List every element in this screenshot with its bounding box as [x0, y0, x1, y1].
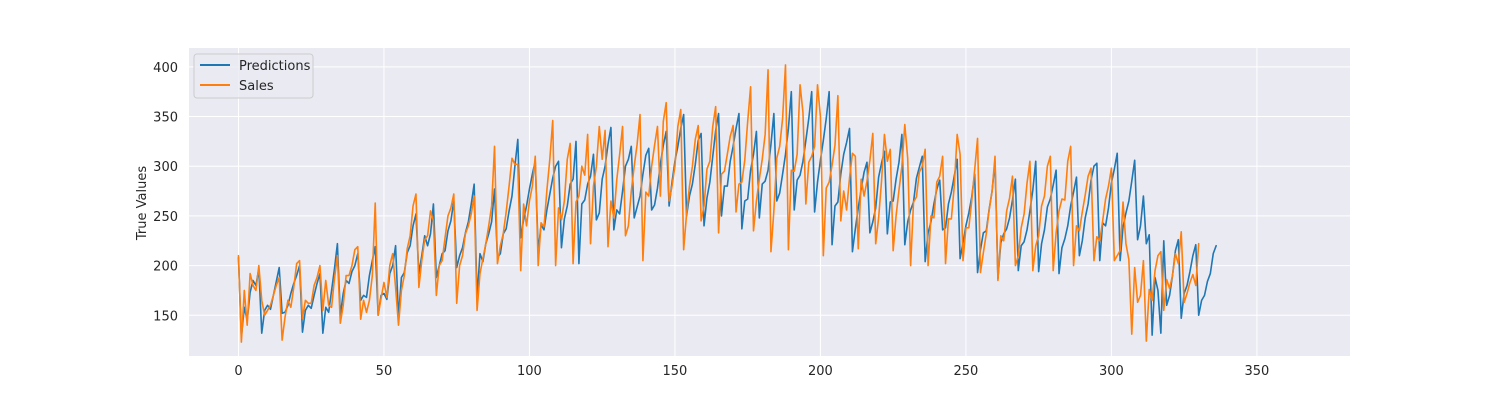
legend-label-sales: Sales — [239, 79, 274, 94]
x-tick-label: 50 — [376, 364, 393, 379]
x-tick-label: 200 — [808, 364, 833, 379]
series-line-sales — [237, 64, 1200, 343]
x-tick-label: 250 — [953, 364, 978, 379]
y-tick-label: 150 — [153, 309, 178, 324]
y-tick-label: 250 — [153, 210, 178, 225]
x-tick-label: 0 — [234, 364, 242, 379]
x-tick-label: 100 — [517, 364, 542, 379]
y-tick-label: 400 — [153, 61, 178, 76]
x-tick-label: 300 — [1099, 364, 1124, 379]
legend-label-predictions: Predictions — [239, 59, 311, 74]
legend: Predictions Sales — [193, 53, 314, 99]
x-axis-ticks: 0 50 100 150 200 250 300 350 — [234, 364, 1269, 379]
y-axis-label: True Values — [135, 166, 150, 241]
y-tick-label: 350 — [153, 111, 178, 126]
y-axis-ticks: 150 200 250 300 350 400 — [153, 61, 178, 324]
series-line-predictions — [237, 90, 1217, 338]
y-tick-label: 300 — [153, 160, 178, 175]
x-tick-label: 350 — [1244, 364, 1269, 379]
series-layer — [237, 64, 1217, 343]
x-tick-label: 150 — [663, 364, 688, 379]
y-tick-label: 200 — [153, 260, 178, 275]
